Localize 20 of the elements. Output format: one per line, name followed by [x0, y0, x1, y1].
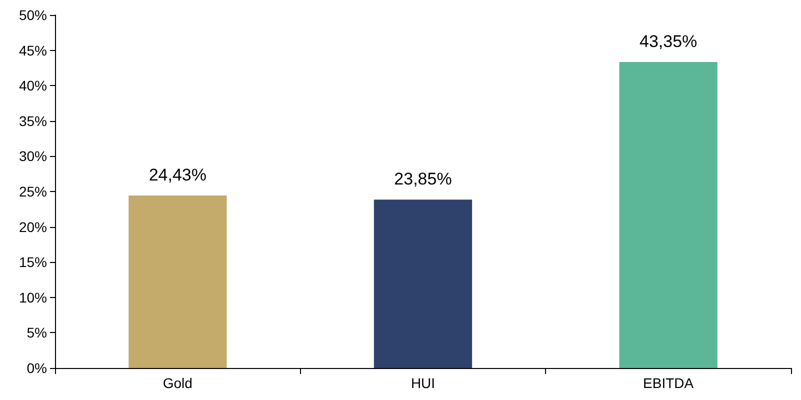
data-label: 43,35% — [639, 32, 698, 51]
y-tick-label: 30% — [18, 148, 47, 164]
bar — [619, 62, 718, 368]
y-tick-label: 15% — [18, 254, 47, 270]
data-label: 24,43% — [148, 166, 207, 185]
y-tick-label: 35% — [18, 112, 47, 129]
y-tick-label: 20% — [18, 218, 47, 235]
y-tick-label: 0% — [26, 360, 47, 376]
bar — [374, 200, 472, 368]
y-tick-label: 50% — [18, 7, 47, 23]
x-tick-label: Gold — [162, 375, 192, 391]
y-tick-label: 40% — [18, 78, 47, 94]
y-tick-label: 45% — [18, 42, 47, 58]
x-tick-label: HUI — [410, 375, 436, 391]
x-tick-label: EBITDA — [643, 375, 694, 391]
bar — [128, 196, 227, 368]
y-tick-label: 5% — [26, 324, 47, 341]
y-tick-label: 25% — [18, 184, 47, 200]
y-tick-label: 10% — [18, 289, 47, 306]
data-label: 23,85% — [394, 170, 452, 189]
